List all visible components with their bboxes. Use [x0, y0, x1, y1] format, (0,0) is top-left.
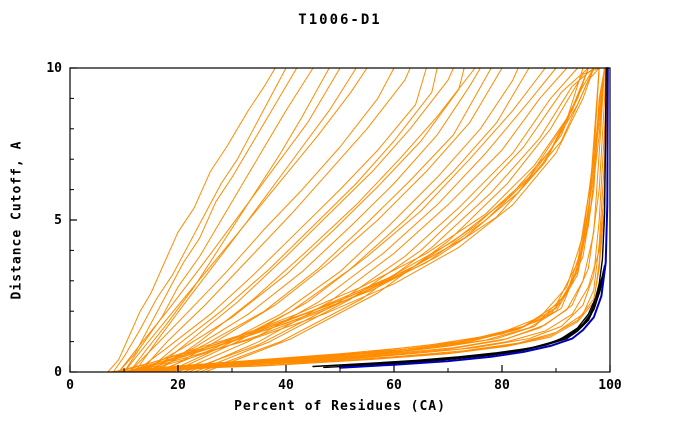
series-model-44 [134, 67, 595, 373]
series-model-16 [145, 67, 481, 373]
series-model-02 [112, 67, 287, 373]
series-model-40 [118, 67, 584, 373]
series-model-35 [145, 67, 600, 373]
series-model-03 [118, 67, 298, 373]
series-model-14 [139, 67, 465, 373]
series-model-34 [118, 67, 606, 373]
series-model-17 [150, 67, 492, 373]
x-axis-label: Percent of Residues (CA) [234, 399, 446, 414]
series-model-13 [150, 67, 454, 373]
x-tick-label: 40 [278, 378, 294, 393]
series-model-05 [128, 67, 330, 373]
series-reference-1 [312, 67, 607, 368]
y-tick-label: 5 [54, 213, 62, 228]
series-model-45 [107, 67, 608, 373]
series-model-28 [118, 67, 600, 373]
series-model-37 [134, 67, 589, 373]
series-model-23 [188, 67, 568, 373]
series-model-25 [193, 67, 589, 373]
series-model-43 [123, 67, 595, 373]
series-model-19 [155, 67, 519, 373]
series-model-08 [123, 67, 368, 373]
series-model-50 [155, 67, 607, 373]
series-model-18 [161, 67, 503, 373]
x-tick-label: 60 [386, 378, 402, 393]
series-best-model [339, 67, 609, 369]
series-model-15 [155, 67, 476, 373]
series-model-48 [107, 67, 608, 373]
x-tick-label: 20 [170, 378, 186, 393]
x-tick-label: 80 [494, 378, 510, 393]
series-model-46 [112, 67, 608, 373]
series-model-10 [139, 67, 411, 373]
y-tick-label: 10 [46, 61, 62, 76]
x-tick-label: 0 [66, 378, 74, 393]
series-model-26 [199, 67, 595, 373]
series-model-12 [145, 67, 438, 373]
series-model-04 [123, 67, 314, 373]
series-model-27 [204, 67, 600, 373]
series-model-42 [112, 67, 589, 373]
series-model-11 [134, 67, 427, 373]
series-model-06 [118, 67, 341, 373]
series-model-36 [123, 82, 608, 373]
x-tick-label: 100 [598, 378, 622, 393]
chart-title: T1006-D1 [298, 12, 382, 28]
series-reference-4 [393, 277, 603, 364]
series-model-24 [182, 67, 579, 373]
series-model-09 [128, 67, 395, 373]
series-model-49 [150, 67, 606, 373]
series-model-32 [128, 67, 606, 373]
series-model-01 [107, 67, 276, 373]
y-tick-label: 0 [54, 365, 62, 380]
series-model-22 [177, 67, 557, 373]
series-model-29 [123, 67, 606, 373]
